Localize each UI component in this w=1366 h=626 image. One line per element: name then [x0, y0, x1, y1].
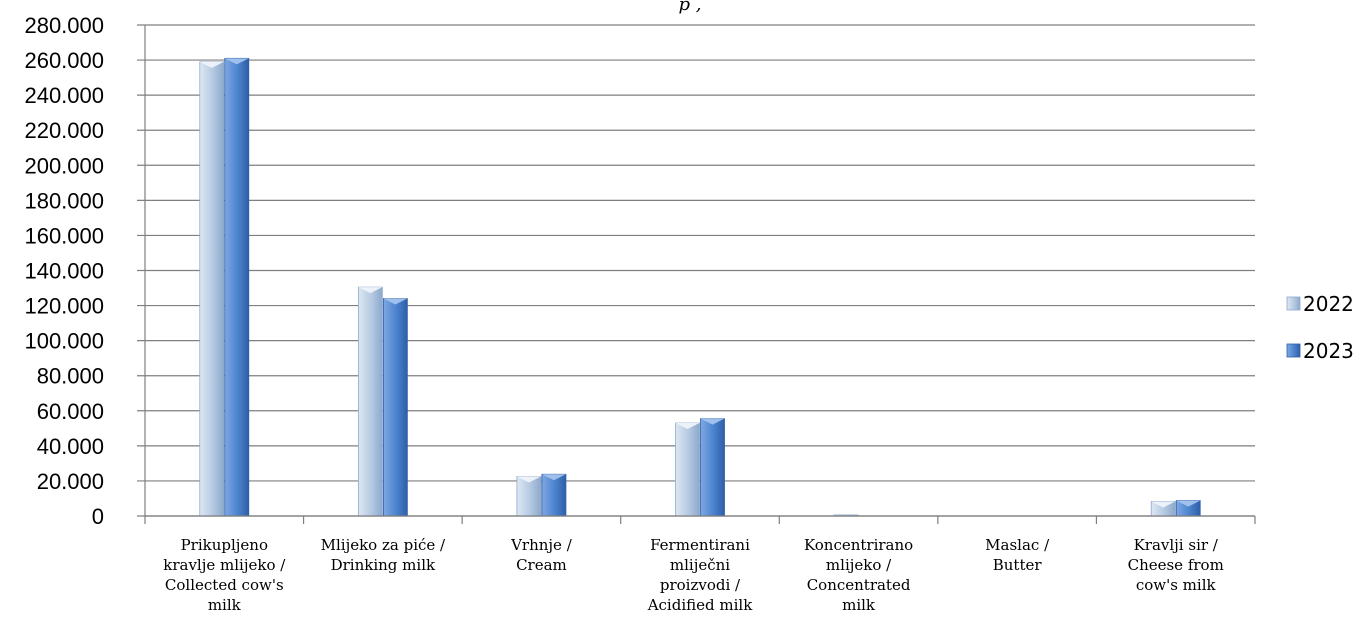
bar-bevel: [541, 474, 566, 481]
x-label-line: Butter: [993, 556, 1043, 574]
bar-bevel: [700, 418, 725, 425]
y-tick-label: 160.000: [24, 223, 104, 248]
x-axis: Prikupljeno kravlje mlijeko / Collected co…: [144, 515, 1256, 614]
bar-2022: [675, 422, 700, 517]
y-tick-label: 40.000: [37, 434, 104, 459]
bar-2022: [516, 476, 542, 517]
bar-bevel: [675, 423, 700, 430]
x-label-line: Acidified milk: [647, 596, 754, 614]
x-label-line: Collected cow's: [165, 576, 284, 594]
bar-2023: [700, 418, 725, 517]
x-label-line: mliječni: [670, 556, 730, 574]
legend-item-2023: 2023: [1286, 339, 1354, 363]
bar-2022: [357, 286, 383, 517]
legend-swatch: [1286, 296, 1301, 311]
bar-bevel: [383, 298, 408, 305]
x-label-line: Cream: [516, 556, 567, 574]
bar-bevel: [1176, 500, 1201, 507]
legend-swatch: [1286, 343, 1301, 358]
x-category-label: Kravlji sir / Cheese from cow's milk: [1128, 536, 1224, 594]
bar-body: [675, 422, 700, 517]
y-tick-label: 220.000: [24, 118, 104, 143]
x-category-label: Koncentrirano mlijeko / Concentrated milk: [804, 536, 913, 614]
x-label-line: Fermentirani: [650, 536, 750, 554]
x-label-line: Koncentrirano: [804, 536, 913, 554]
x-label-line: milk: [842, 596, 876, 614]
x-label-line: proizvodi /: [660, 576, 741, 594]
y-axis: 0 20.000 40.000 60.000 80.000 100.000 120.000 1…: [24, 13, 146, 529]
x-label-line: Mlijeko za piće /: [321, 536, 446, 554]
legend-item-2022: 2022: [1286, 292, 1354, 316]
y-tick-label: 60.000: [37, 399, 104, 424]
x-label-line: cow's milk: [1136, 576, 1217, 594]
legend-label: 2022: [1303, 292, 1354, 316]
x-label-line: Vrhnje /: [510, 536, 573, 554]
bar-bevel: [199, 61, 224, 68]
bar-body: [700, 418, 725, 517]
bar-body: [541, 473, 567, 517]
y-tick-label: 120.000: [24, 294, 104, 319]
x-category-label: Fermentirani mliječni proizvodi / Acidified…: [647, 536, 754, 614]
x-label-line: milk: [208, 596, 242, 614]
y-tick-label: 280.000: [24, 13, 104, 38]
y-tick-label: 80.000: [37, 364, 104, 389]
x-label-line: mlijeko /: [826, 556, 892, 574]
y-tick-label: 240.000: [24, 83, 104, 108]
bar-2023: [382, 298, 408, 517]
x-label-line: Cheese from: [1128, 556, 1224, 574]
y-tick-label: 140.000: [24, 259, 104, 284]
x-label-line: Drinking milk: [331, 556, 436, 574]
legend-label: 2023: [1303, 339, 1354, 363]
bar-bevel: [224, 58, 249, 65]
y-tick-label: 20.000: [37, 469, 104, 494]
bar-body: [357, 286, 383, 517]
bar-bevel: [358, 287, 383, 294]
x-label-line: Prikupljeno: [181, 536, 268, 554]
x-label-line: Maslac /: [985, 536, 1050, 554]
x-label-line: Kravlji sir /: [1134, 536, 1219, 554]
y-tick-label: 180.000: [24, 188, 104, 213]
x-category-label: Vrhnje / Cream: [510, 536, 573, 574]
x-category-label: Prikupljeno kravlje mlijeko / Collected co…: [163, 536, 286, 614]
bar-body: [224, 57, 250, 517]
bar-body: [199, 61, 225, 517]
chart-title-fragment: p ,: [679, 0, 702, 15]
bars: [199, 57, 1201, 517]
x-label-line: kravlje mlijeko /: [163, 556, 286, 574]
gridlines: [137, 24, 1255, 517]
bar-2022: [199, 61, 225, 517]
bar-2023: [224, 57, 250, 517]
bar-2023: [1175, 500, 1201, 517]
bar-2022: [1150, 501, 1176, 517]
bar-bevel: [516, 476, 541, 483]
y-tick-label: 200.000: [24, 153, 104, 178]
y-tick-label: 260.000: [24, 48, 104, 73]
x-category-label: Mlijeko za piće / Drinking milk: [321, 536, 446, 574]
bar-2023: [541, 473, 567, 517]
y-tick-label: 0: [92, 504, 104, 529]
x-category-label: Maslac / Butter: [985, 536, 1050, 574]
legend: 2022 2023: [1286, 292, 1354, 363]
bar-bevel: [1151, 501, 1176, 508]
y-tick-label: 100.000: [24, 329, 104, 354]
bar-body: [382, 298, 408, 517]
x-label-line: Concentrated: [807, 576, 911, 594]
